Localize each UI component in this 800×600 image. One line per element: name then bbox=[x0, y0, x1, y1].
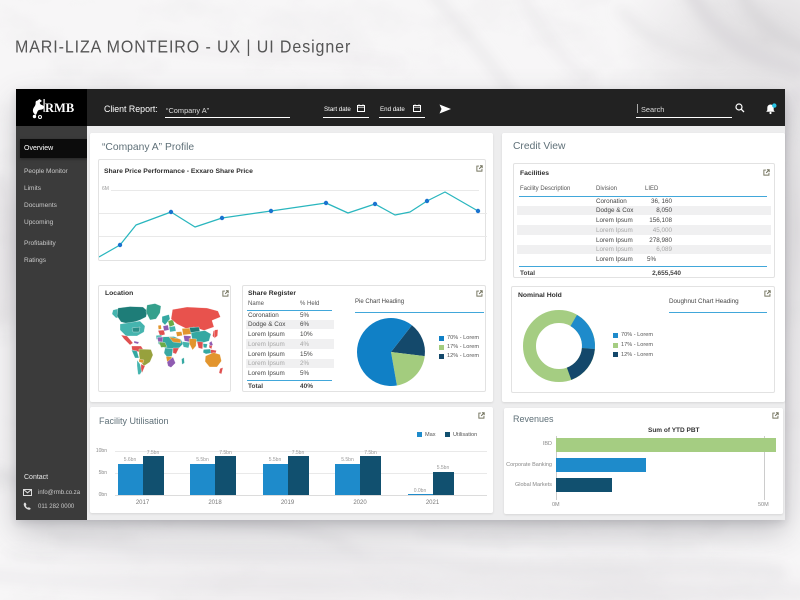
svg-text:RMB: RMB bbox=[45, 101, 74, 115]
